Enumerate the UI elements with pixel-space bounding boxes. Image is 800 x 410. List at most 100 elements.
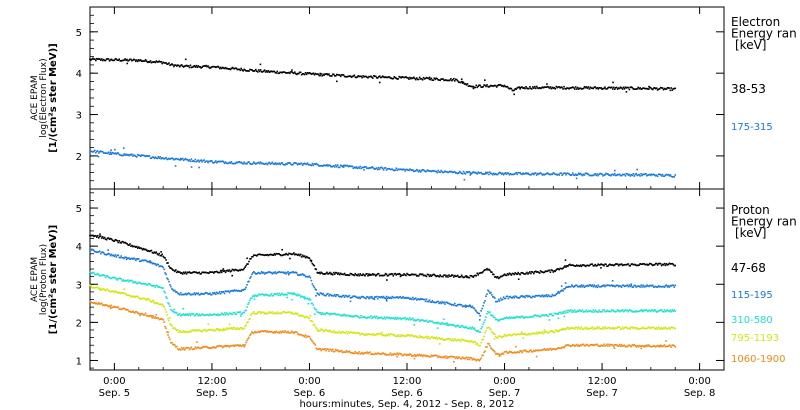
data-point — [319, 165, 321, 167]
data-point — [580, 265, 583, 268]
data-point — [225, 162, 228, 164]
data-point — [195, 292, 198, 294]
data-point — [586, 344, 589, 346]
data-point — [607, 327, 609, 329]
data-point — [530, 296, 532, 299]
data-point — [435, 275, 438, 278]
data-point — [648, 326, 650, 328]
data-point — [98, 58, 101, 60]
data-point — [529, 271, 531, 273]
data-point — [646, 309, 648, 312]
data-point — [557, 268, 559, 270]
data-point — [393, 334, 396, 336]
data-point — [667, 285, 670, 287]
data-point — [434, 78, 437, 81]
data-point — [304, 163, 307, 165]
data-point — [170, 341, 172, 344]
data-point — [383, 316, 386, 318]
data-point — [587, 173, 590, 176]
data-point — [639, 286, 641, 288]
data-point — [242, 311, 244, 314]
data-point — [600, 87, 602, 89]
data-point — [214, 329, 216, 332]
data-point — [100, 237, 103, 239]
data-point — [229, 162, 232, 164]
data-point — [185, 293, 188, 296]
data-point — [656, 286, 659, 288]
data-point — [658, 173, 661, 175]
data-point — [390, 77, 393, 80]
data-point — [265, 294, 268, 296]
data-point — [635, 264, 638, 267]
data-point — [340, 349, 343, 352]
data-point — [187, 292, 190, 294]
data-point — [576, 86, 579, 89]
data-point — [188, 271, 191, 273]
data-point — [489, 292, 491, 294]
data-point — [351, 352, 354, 355]
data-point — [400, 168, 402, 171]
data-point — [403, 168, 405, 171]
data-point — [509, 87, 512, 90]
data-point — [440, 338, 442, 340]
data-point — [354, 295, 357, 298]
data-point-outlier — [493, 337, 496, 340]
data-point — [477, 85, 480, 88]
data-point — [401, 335, 403, 337]
data-point — [425, 355, 428, 358]
data-point — [226, 328, 229, 331]
data-point — [164, 157, 166, 160]
data-point — [302, 73, 305, 75]
data-point — [91, 286, 93, 289]
data-point — [346, 333, 349, 335]
data-point — [519, 296, 521, 298]
data-point — [299, 253, 302, 256]
data-point — [291, 292, 293, 294]
data-point — [408, 274, 410, 276]
data-point — [182, 293, 185, 296]
data-point — [279, 294, 281, 297]
data-point — [312, 164, 315, 167]
data-point — [125, 280, 127, 282]
data-point — [146, 315, 149, 317]
data-point — [422, 354, 425, 356]
data-point — [429, 301, 432, 303]
data-point — [155, 317, 158, 320]
data-point — [90, 249, 92, 252]
data-point — [242, 70, 244, 72]
data-point — [572, 311, 575, 313]
data-point — [638, 87, 640, 90]
data-point — [431, 274, 434, 277]
data-point — [230, 313, 233, 315]
data-point — [190, 66, 193, 69]
data-point — [381, 75, 384, 77]
data-point — [196, 330, 199, 332]
data-point — [568, 173, 570, 175]
data-point — [539, 270, 542, 272]
data-point — [124, 279, 126, 282]
data-point-outlier — [126, 62, 129, 65]
data-point — [408, 318, 410, 321]
data-point — [633, 263, 636, 266]
data-point — [371, 166, 373, 168]
data-point-outlier — [369, 273, 371, 276]
data-point — [257, 330, 260, 333]
data-point — [357, 352, 360, 355]
data-point — [668, 310, 671, 313]
data-point — [106, 58, 109, 60]
data-point — [422, 298, 425, 301]
proton-y-tick-label: 2 — [76, 318, 82, 329]
data-point — [353, 331, 356, 334]
data-point — [102, 58, 105, 61]
data-point — [446, 324, 448, 327]
data-point — [471, 275, 474, 278]
data-point — [643, 173, 645, 176]
data-point — [637, 285, 639, 287]
data-point — [532, 350, 534, 353]
data-point — [130, 257, 132, 260]
data-point — [404, 297, 406, 300]
data-point — [589, 309, 592, 312]
data-point — [474, 358, 477, 361]
data-point — [116, 306, 119, 309]
data-point — [270, 292, 273, 295]
